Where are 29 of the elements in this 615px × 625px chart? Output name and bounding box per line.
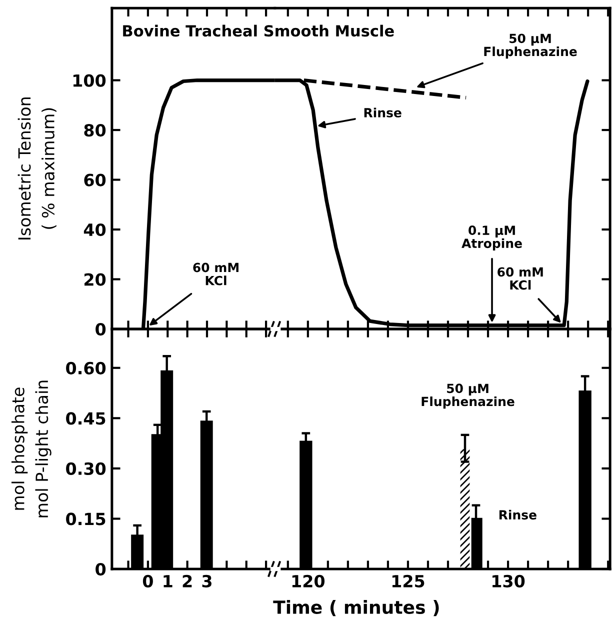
x-tick-label: 1: [164, 575, 172, 588]
x-tick-label: 2: [182, 574, 192, 588]
y-axis-title: Isometric Tension ( % maximum): [18, 97, 56, 240]
annotation: 0.1 μM Atropine: [462, 226, 522, 250]
y-tick-label: 0.45: [66, 412, 106, 425]
y-tick-label: 40: [84, 223, 106, 236]
y-tick-label: 20: [84, 273, 106, 286]
y-tick-label: 60: [84, 174, 106, 186]
y-tick-label: 80: [84, 124, 106, 137]
text: Bovine Tracheal Smooth Muscle: [123, 24, 394, 37]
x-tick-label: 130: [492, 574, 525, 588]
x-axis-title: Time ( minutes ): [273, 600, 439, 616]
annotation: 60 mM KCl: [498, 267, 543, 290]
annotation: 50 μM Fluphenazine: [484, 34, 577, 59]
y-tick-label: 100: [73, 74, 106, 87]
x-tick-label: 0: [142, 574, 153, 588]
annotation: Rinse: [499, 510, 536, 520]
y-tick-label: 0: [96, 322, 106, 336]
y-axis-title: mol phosphate mol P-light chain: [12, 380, 52, 518]
x-tick-label: 125: [392, 574, 424, 588]
y-tick-label: 0.30: [66, 462, 106, 476]
y-tick-label: 0.60: [66, 362, 106, 374]
annotation: 50 μM Fluphenazine: [422, 384, 514, 409]
x-tick-label: 120: [292, 574, 325, 588]
y-tick-label: 0: [96, 562, 106, 576]
annotation: 60 mM KCl: [193, 262, 238, 286]
x-tick-label: 3: [202, 574, 212, 588]
annotation: Rinse: [364, 108, 402, 118]
y-tick-label: 0.15: [66, 512, 106, 526]
